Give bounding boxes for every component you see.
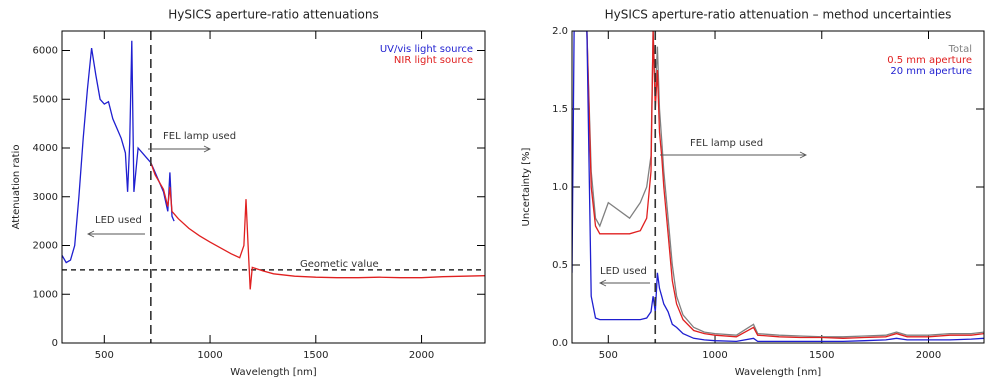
- data-line: [586, 31, 984, 339]
- annotation: LED used: [600, 266, 647, 277]
- x-tick-label: 1000: [197, 350, 222, 361]
- x-tick-label: 1500: [809, 350, 834, 361]
- y-axis-label: Uncertainty [%]: [521, 147, 532, 226]
- legend-entry: 20 mm aperture: [890, 66, 972, 77]
- y-tick-label: 0: [52, 338, 58, 349]
- y-tick-label: 2.0: [552, 26, 568, 37]
- legend-entry: UV/vis light source: [380, 44, 473, 55]
- y-tick-label: 6000: [33, 46, 58, 57]
- plot-area: [62, 31, 485, 343]
- annotation-arrow: [148, 145, 212, 153]
- legend-entry: 0.5 mm aperture: [887, 55, 972, 66]
- x-tick-label: 500: [95, 350, 114, 361]
- plot-frame: [571, 30, 985, 344]
- y-tick-label: 4000: [33, 143, 58, 154]
- x-tick-label: 1000: [702, 350, 727, 361]
- y-tick-label: 2000: [33, 241, 58, 252]
- annotation-arrow: [598, 279, 650, 287]
- data-line: [572, 31, 984, 343]
- y-axis-label: Attenuation ratio: [11, 145, 22, 230]
- legend-entry: Total: [948, 44, 972, 55]
- x-tick-label: 1500: [303, 350, 328, 361]
- annotation: FEL lamp used: [163, 131, 236, 142]
- plot-area: [572, 31, 984, 343]
- annotation: FEL lamp used: [690, 138, 763, 149]
- annotation: LED used: [95, 215, 142, 226]
- plot-frame: [61, 30, 486, 344]
- data-line: [150, 162, 485, 290]
- legend-entry: NIR light source: [394, 55, 473, 66]
- x-axis-label: Wavelength [nm]: [735, 367, 821, 378]
- y-tick-label: 0.5: [552, 260, 568, 271]
- chart-title: HySICS aperture-ratio attenuation – meth…: [605, 8, 952, 22]
- data-line: [586, 31, 984, 338]
- chart-title: HySICS aperture-ratio attenuations: [168, 8, 379, 22]
- annotation: Geometic value: [300, 259, 379, 270]
- x-tick-label: 500: [599, 350, 618, 361]
- x-tick-label: 2000: [409, 350, 434, 361]
- x-tick-label: 2000: [916, 350, 941, 361]
- y-tick-label: 1.0: [552, 182, 568, 193]
- y-tick-label: 1000: [33, 289, 58, 300]
- annotation-arrow: [86, 230, 145, 238]
- data-line: [62, 40, 175, 264]
- y-tick-label: 3000: [33, 192, 58, 203]
- annotation-arrow: [660, 151, 808, 159]
- y-tick-label: 5000: [33, 94, 58, 105]
- y-tick-label: 0.0: [552, 338, 568, 349]
- y-tick-label: 1.5: [552, 104, 568, 115]
- x-axis-label: Wavelength [nm]: [230, 367, 316, 378]
